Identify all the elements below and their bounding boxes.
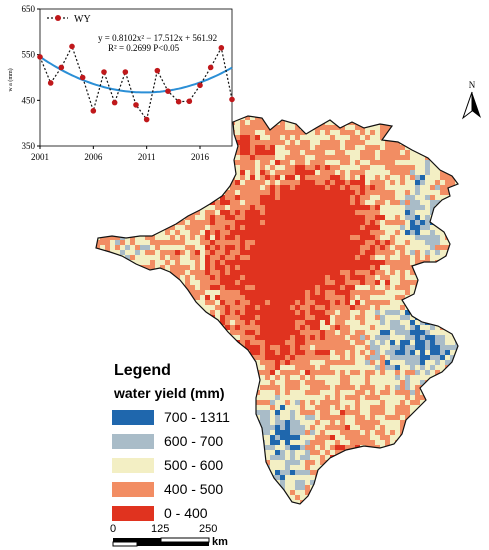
wy-data-point — [229, 96, 235, 103]
wy-data-point — [101, 69, 107, 75]
wy-data-point — [175, 98, 182, 105]
x-tick-label: 2011 — [138, 152, 156, 162]
wy-data-point — [111, 99, 118, 106]
x-tick-label: 2006 — [84, 152, 103, 162]
scale-segment — [161, 542, 209, 546]
legend-item-label: 400 - 500 — [164, 481, 224, 497]
legend-swatch — [112, 458, 154, 473]
y-tick-label: 550 — [22, 50, 36, 60]
wy-data-point — [197, 82, 203, 89]
north-label: N — [469, 80, 476, 90]
legend-item-label: 500 - 600 — [164, 457, 224, 473]
scale-segment — [112, 541, 138, 547]
scale-label: 125 — [151, 523, 170, 535]
legend-subtitle: water yield (mm) — [114, 385, 225, 401]
y-axis-label: w a (mm) — [7, 68, 14, 91]
wy-data-point — [90, 108, 97, 114]
legend-item-label: 700 - 1311 — [164, 409, 230, 425]
y-tick-label: 450 — [22, 95, 36, 105]
legend-item: 0 - 400 — [112, 505, 252, 522]
legend-swatch — [112, 482, 154, 497]
wy-data-point — [79, 74, 86, 81]
plot-frame — [39, 8, 233, 147]
scale-label: 0 — [110, 523, 117, 535]
scale-label: 250 — [199, 523, 218, 535]
wy-data-point — [218, 45, 225, 51]
legend-item: 500 - 600 — [112, 457, 252, 474]
wy-data-point — [58, 64, 65, 71]
wy-data-point — [69, 43, 75, 50]
y-tick-label: 350 — [22, 141, 36, 151]
legend-series-label: WY — [74, 14, 91, 25]
legend-swatch — [112, 410, 154, 425]
legend-title: Legend — [114, 362, 171, 379]
legend-item-label: 0 - 400 — [164, 505, 208, 521]
water-yield-trend-chart: 650 550 450 350 2001 2006 2011 2016 WY y = 0.8… — [7, 4, 235, 162]
wy-data-point — [122, 69, 129, 75]
legend-item: 600 - 700 — [112, 433, 252, 450]
x-tick-label: 2001 — [31, 152, 49, 162]
legend-swatch — [112, 506, 154, 521]
chart-legend: WY — [47, 14, 91, 25]
y-tick-label: 650 — [22, 4, 36, 14]
legend-item: 700 - 1311 — [112, 409, 252, 426]
wy-data-point — [133, 102, 139, 108]
legend-item: 400 - 500 — [112, 481, 252, 498]
wy-data-point — [154, 67, 161, 74]
scale-segment — [160, 537, 210, 543]
wy-data-point — [165, 88, 171, 94]
wy-data-point — [143, 116, 150, 123]
regression-equation: y = 0.8102x² − 17.512x + 561.92 — [98, 33, 217, 43]
x-tick-label: 2016 — [191, 152, 210, 162]
scale-bar — [112, 537, 210, 547]
wy-data-point — [37, 54, 43, 60]
legend-swatch — [112, 434, 154, 449]
regression-r2: R² = 0.2699 P<0.05 — [108, 43, 180, 53]
legend-item-label: 600 - 700 — [164, 433, 224, 449]
wy-data-point — [207, 64, 214, 71]
legend-marker — [55, 15, 61, 21]
wy-data-point — [47, 80, 54, 86]
scale-segment — [137, 542, 161, 546]
scale-segment — [113, 538, 161, 542]
north-arrow: N — [461, 80, 481, 120]
wy-data-point — [186, 98, 193, 105]
north-arrow-icon — [472, 92, 481, 118]
scale-unit: km — [212, 536, 228, 548]
